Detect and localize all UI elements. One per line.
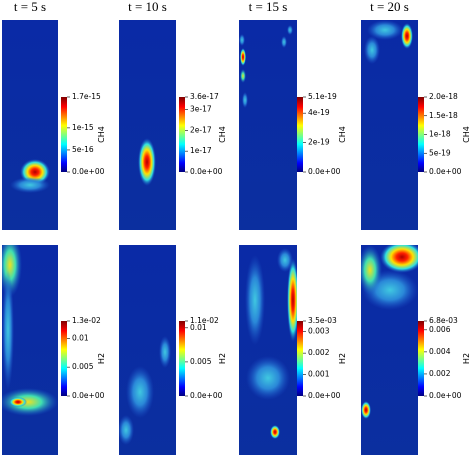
colorbar-tick-label: 2.0e-18 xyxy=(429,92,458,101)
colorbar-tick-label: 1.1e-02 xyxy=(190,316,219,325)
colorbar xyxy=(418,97,424,172)
colorbar-tick-label: 1.7e-15 xyxy=(72,92,101,101)
field-background xyxy=(239,20,297,230)
colorbar-title: H2 xyxy=(97,353,106,364)
colorbar-tick-label: 0.005 xyxy=(72,362,94,371)
colorbar-tick-label: 0.004 xyxy=(429,347,451,356)
colorbar-tick-label: 6.8e-03 xyxy=(429,316,458,325)
field-blob xyxy=(239,34,245,46)
colorbar-tick-label: 1e-15 xyxy=(72,123,94,132)
field-blob xyxy=(287,258,297,342)
field-blob xyxy=(242,92,248,108)
colorbar-tick-label: 0.0e+00 xyxy=(190,167,223,176)
field-blob xyxy=(287,25,293,35)
colorbar-tick-label: 5.1e-19 xyxy=(308,92,337,101)
colorbar-tick-label: 3e-17 xyxy=(190,105,212,114)
colorbar xyxy=(179,97,185,172)
field-blob xyxy=(138,138,156,186)
colorbar-tick-label: 4e-19 xyxy=(308,108,330,117)
field-background xyxy=(2,20,58,230)
field-panel xyxy=(119,245,176,455)
field-blob xyxy=(159,336,171,368)
time-label: t = 20 s xyxy=(370,0,409,14)
field-blob xyxy=(367,20,403,40)
colorbar-tick-label: 0.003 xyxy=(308,327,330,336)
colorbar-tick-label: 0.001 xyxy=(308,370,330,379)
colorbar xyxy=(418,321,424,396)
colorbar-tick-label: 0.0e+00 xyxy=(72,167,105,176)
field-blob xyxy=(270,425,280,439)
field-panel xyxy=(361,20,418,230)
field-blob xyxy=(240,69,246,83)
field-blob xyxy=(2,388,58,416)
field-blob xyxy=(380,245,418,273)
colorbar-tick-label: 0.002 xyxy=(429,369,451,378)
time-label: t = 5 s xyxy=(14,0,46,14)
colorbar-tick-label: 3.5e-03 xyxy=(308,316,337,325)
colorbar-tick-label: 3.6e-17 xyxy=(190,92,219,101)
colorbar-tick-label: 0.002 xyxy=(308,348,330,357)
field-panel xyxy=(119,20,176,230)
field-blob xyxy=(277,248,293,272)
colorbar xyxy=(61,321,67,396)
colorbar-tick-label: 0.01 xyxy=(190,323,207,332)
field-blob xyxy=(119,415,134,445)
colorbar-tick-label: 0.0e+00 xyxy=(72,391,105,400)
colorbar-tick-label: 1e-18 xyxy=(429,130,451,139)
colorbar-tick-label: 0.0e+00 xyxy=(308,391,341,400)
field-background xyxy=(119,20,176,230)
field-blob xyxy=(364,36,380,64)
colorbar-title: CH4 xyxy=(97,126,106,143)
field-panel xyxy=(2,245,58,455)
colorbar-tick-label: 0.006 xyxy=(429,325,451,334)
field-blob xyxy=(10,177,50,193)
colorbar xyxy=(297,97,303,172)
field-blob xyxy=(126,366,154,418)
field-panel xyxy=(361,245,418,455)
colorbar-tick-label: 2e-17 xyxy=(190,125,212,134)
field-blob xyxy=(2,270,14,390)
colorbar-title: CH4 xyxy=(218,126,227,143)
field-blob xyxy=(361,245,382,295)
time-label: t = 10 s xyxy=(128,0,167,14)
colorbar-title: CH4 xyxy=(338,126,347,143)
field-panel xyxy=(2,20,58,230)
field-blob xyxy=(240,48,246,66)
field-blob xyxy=(9,397,27,407)
colorbar xyxy=(297,321,303,396)
field-blob xyxy=(361,401,371,419)
field-panel xyxy=(239,245,297,455)
colorbar-tick-label: 1.3e-02 xyxy=(72,316,101,325)
colorbar-tick-label: 0.01 xyxy=(72,333,89,342)
colorbar-title: CH4 xyxy=(462,126,471,143)
colorbar-tick-label: 1e-17 xyxy=(190,146,212,155)
colorbar-tick-label: 5e-19 xyxy=(429,148,451,157)
colorbar-tick-label: 1.5e-18 xyxy=(429,111,458,120)
colorbar-title: H2 xyxy=(218,353,227,364)
time-label: t = 15 s xyxy=(249,0,288,14)
colorbar-title: H2 xyxy=(338,353,347,364)
colorbar-title: H2 xyxy=(462,353,471,364)
colorbar-tick-label: 0.005 xyxy=(190,357,212,366)
field-blob xyxy=(281,36,287,48)
field-blob xyxy=(245,255,265,345)
colorbar-tick-label: 2e-19 xyxy=(308,138,330,147)
colorbar-tick-label: 0.0e+00 xyxy=(308,167,341,176)
field-panel xyxy=(239,20,297,230)
colorbar-tick-label: 5e-16 xyxy=(72,145,94,154)
colorbar-tick-label: 0.0e+00 xyxy=(429,391,462,400)
field-blob xyxy=(401,23,413,49)
colorbar-tick-label: 0.0e+00 xyxy=(429,167,462,176)
colorbar xyxy=(61,97,67,172)
field-blob xyxy=(246,356,290,400)
colorbar-tick-label: 0.0e+00 xyxy=(190,391,223,400)
colorbar xyxy=(179,321,185,396)
